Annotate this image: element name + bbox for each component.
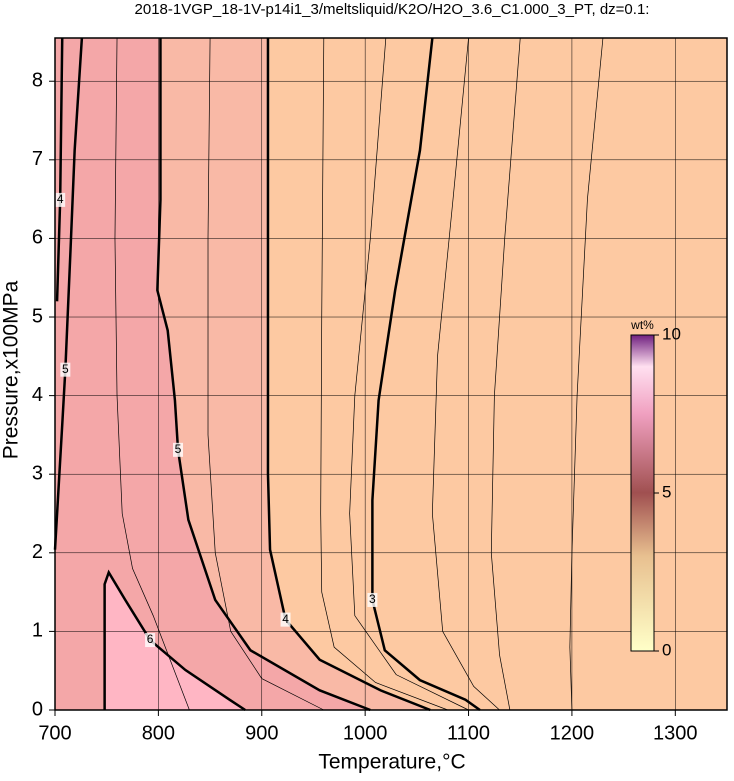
- contour-line: [371, 37, 481, 712]
- y-tick-label: 1: [32, 620, 43, 642]
- x-tick-label: 800: [142, 722, 175, 744]
- contour-label: 4: [57, 192, 64, 206]
- y-tick-label: 0: [32, 698, 43, 720]
- y-tick-label: 5: [32, 305, 43, 327]
- x-tick-label: 1200: [550, 722, 595, 744]
- contour-label: 5: [62, 362, 69, 376]
- chart-title: 2018-1VGP_18-1V-p14i1_3/meltsliquid/K2O/…: [135, 1, 650, 18]
- contour-line: [266, 38, 431, 712]
- colorbar: [630, 334, 655, 652]
- contour-label: 3: [369, 592, 376, 606]
- contour-label-bg: [55, 192, 66, 207]
- contour-line: [103, 569, 246, 712]
- contour-label-bg: [280, 612, 291, 627]
- contour-label: 5: [175, 442, 182, 456]
- colorbar-tick-label: 10: [662, 324, 681, 343]
- contour-label: 6: [147, 632, 154, 646]
- x-tick-label: 700: [38, 722, 71, 744]
- x-axis-label: Temperature,°C: [318, 751, 465, 774]
- x-tick-label: 1300: [653, 722, 698, 744]
- y-tick-label: 6: [32, 227, 43, 249]
- contour-label: 4: [282, 612, 289, 626]
- x-tick-label: 1000: [343, 722, 388, 744]
- contour-label-bg: [60, 362, 71, 377]
- contour-fill: [55, 38, 371, 710]
- x-tick-label: 1100: [447, 722, 490, 744]
- y-axis-label: Pressure,x100MPa: [0, 280, 23, 459]
- x-tick-label: 900: [245, 722, 278, 744]
- plot-frame: [54, 37, 728, 711]
- contour-label-bg: [173, 442, 184, 457]
- y-tick-label: 8: [32, 70, 43, 92]
- y-tick-label: 3: [32, 462, 43, 484]
- colorbar-label: wt%: [630, 318, 654, 332]
- y-tick-label: 4: [32, 384, 43, 406]
- y-tick-label: 7: [32, 148, 43, 170]
- colorbar-tick-label: 0: [662, 640, 671, 659]
- y-tick-label: 2: [32, 541, 43, 563]
- contour-line: [53, 37, 84, 550]
- contour-label-bg: [367, 592, 378, 607]
- contour-fill: [104, 572, 246, 710]
- contour-line: [432, 37, 500, 711]
- contour-label-bg: [145, 633, 156, 648]
- colorbar-tick-label: 5: [662, 482, 671, 501]
